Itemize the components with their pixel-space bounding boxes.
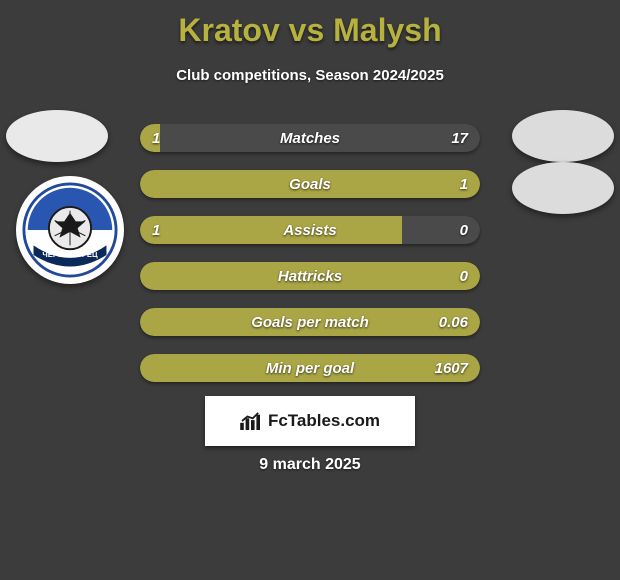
brand-link[interactable]: FcTables.com <box>205 396 415 446</box>
title-left: Kratov <box>178 12 279 48</box>
player-avatar-right <box>512 110 614 162</box>
stat-track <box>140 170 480 198</box>
stat-track <box>140 354 480 382</box>
title-vs: vs <box>280 12 333 48</box>
stat-row: Hattricks0 <box>140 262 480 290</box>
subtitle: Club competitions, Season 2024/2025 <box>0 67 620 84</box>
player-avatar-left <box>6 110 108 162</box>
stat-row: Goals1 <box>140 170 480 198</box>
club-badge: ЧЕРНОМОРЕЦ <box>16 176 124 284</box>
date-text: 9 march 2025 <box>0 456 620 474</box>
stat-seg-right <box>160 124 480 152</box>
stat-seg-right <box>140 262 480 290</box>
stat-seg-right <box>140 170 480 198</box>
stat-row: Matches117 <box>140 124 480 152</box>
brand-text: FcTables.com <box>268 411 380 431</box>
stat-track <box>140 308 480 336</box>
stat-seg-right <box>402 216 480 244</box>
stat-row: Min per goal1607 <box>140 354 480 382</box>
stat-seg-right <box>140 308 480 336</box>
stat-track <box>140 262 480 290</box>
title-right: Malysh <box>333 12 441 48</box>
club-badge-icon: ЧЕРНОМОРЕЦ <box>22 182 118 278</box>
brand-icon <box>240 412 262 430</box>
svg-text:ЧЕРНОМОРЕЦ: ЧЕРНОМОРЕЦ <box>42 250 98 259</box>
stat-rows: Matches117 Goals1 Assists10 Hattricks0 Goals… <box>140 124 480 382</box>
player-avatar-right-2 <box>512 162 614 214</box>
stat-seg-left <box>140 124 160 152</box>
stat-seg-left <box>140 216 402 244</box>
stat-seg-right <box>140 354 480 382</box>
stat-row: Assists10 <box>140 216 480 244</box>
page-title: Kratov vs Malysh <box>0 0 620 49</box>
stat-row: Goals per match0.06 <box>140 308 480 336</box>
stat-track <box>140 216 480 244</box>
stat-track <box>140 124 480 152</box>
